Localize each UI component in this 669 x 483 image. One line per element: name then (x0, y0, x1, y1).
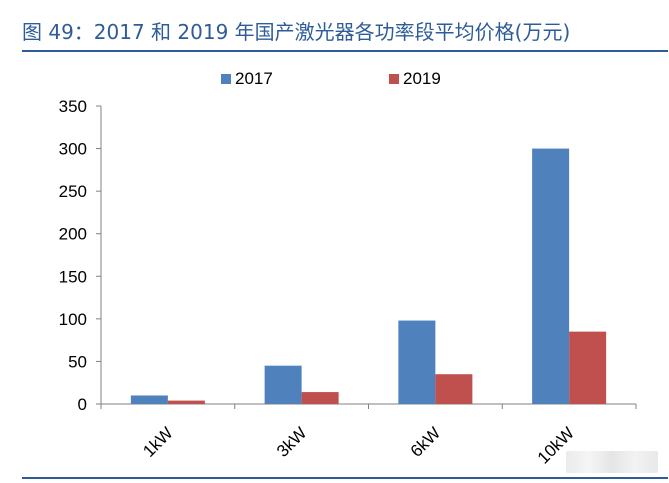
legend-label-2019: 2019 (403, 69, 441, 88)
y-tick-label: 200 (59, 225, 87, 244)
legend-swatch-2017 (221, 74, 231, 84)
x-tick-label: 3kW (273, 423, 310, 460)
bar-2019-10kW (569, 331, 607, 404)
blurred-watermark (566, 451, 658, 473)
legend-label-2017: 2017 (235, 69, 273, 88)
y-tick-label: 50 (68, 352, 87, 371)
y-tick-label: 250 (59, 182, 87, 201)
y-tick-label: 100 (59, 310, 87, 329)
y-tick-label: 350 (59, 97, 87, 116)
x-tick-label: 1kW (139, 423, 176, 460)
y-tick-label: 300 (59, 140, 87, 159)
y-tick-label: 0 (78, 395, 87, 414)
figure-title: 图 49：2017 和 2019 年国产激光器各功率段平均价格(万元) (22, 20, 571, 44)
bar-2019-3kW (301, 392, 339, 404)
bar-2019-6kW (435, 374, 473, 404)
footer-rule (22, 477, 668, 479)
bar-2017-3kW (264, 365, 302, 404)
x-tick-label: 6kW (407, 423, 444, 460)
bar-2017-6kW (398, 320, 436, 404)
title-underline (22, 50, 668, 52)
y-tick-label: 150 (59, 267, 87, 286)
bar-2019-1kW (167, 400, 205, 404)
bar-2017-1kW (130, 395, 168, 404)
bar-2017-10kW (532, 148, 570, 404)
legend-swatch-2019 (389, 74, 399, 84)
